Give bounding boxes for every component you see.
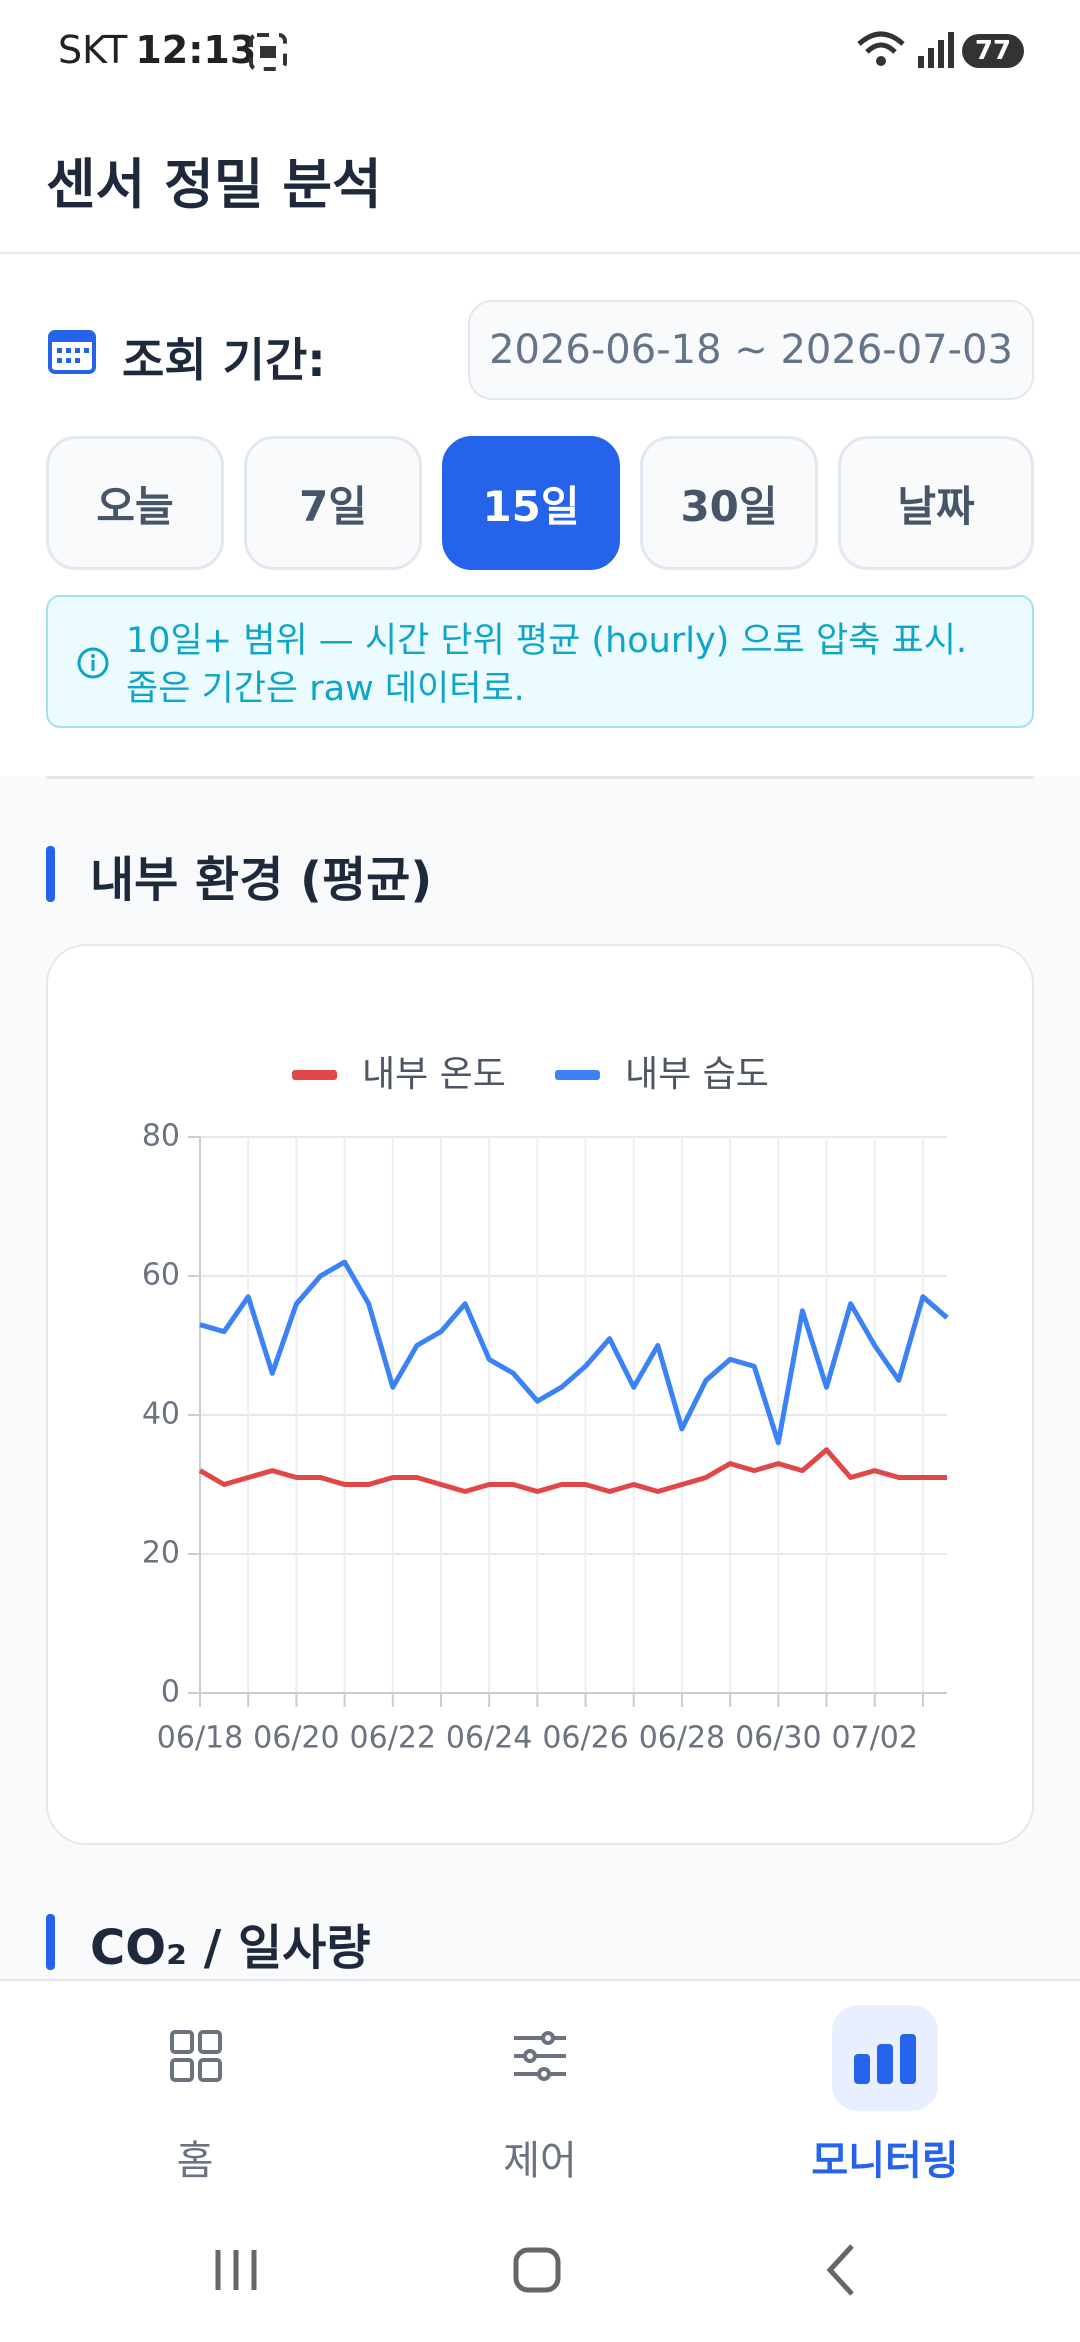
wifi-icon — [857, 31, 905, 66]
y-tick-label: 60 — [142, 1258, 180, 1293]
x-tick-label: 06/20 — [253, 1721, 339, 1756]
y-tick-label: 0 — [161, 1675, 180, 1710]
section-title: 내부 환경 (평균) — [46, 840, 432, 910]
divider — [46, 776, 1034, 779]
x-tick-label: 06/30 — [735, 1721, 821, 1756]
info-text: 10일+ 범위 — 시간 단위 평균 (hourly) 으로 압축 표시. 좁은… — [126, 621, 968, 709]
period-button[interactable]: 날짜 — [838, 436, 1034, 570]
legend-label: 내부 습도 — [625, 1054, 769, 1095]
legend-swatch — [292, 1070, 337, 1080]
period-button[interactable]: 7일 — [244, 436, 422, 570]
y-tick-label: 20 — [142, 1536, 180, 1571]
calendar-icon — [48, 330, 96, 374]
data-line — [198, 1447, 947, 1494]
data-line — [199, 1259, 949, 1446]
x-tick-label: 06/26 — [542, 1721, 628, 1756]
status-bar: SKT 12:13 — [58, 28, 256, 72]
x-tick-label: 06/28 — [639, 1721, 725, 1756]
x-tick-label: 06/24 — [446, 1721, 532, 1756]
chart-card — [46, 944, 1034, 1845]
system-nav — [215, 2244, 854, 2296]
nav-label[interactable]: 제어 — [503, 2138, 577, 2184]
y-tick-label: 80 — [142, 1119, 180, 1154]
x-tick-label: 07/02 — [831, 1721, 917, 1756]
period-button[interactable]: 오늘 — [46, 436, 224, 570]
divider — [0, 252, 1080, 254]
info-icon — [77, 647, 109, 679]
home-icon[interactable] — [170, 2030, 222, 2082]
x-tick-label: 06/18 — [157, 1721, 243, 1756]
info-box: 10일+ 범위 — 시간 단위 평균 (hourly) 으로 압축 표시. 좁은… — [46, 595, 1034, 728]
chart: 0 20 40 60 80 06/18 06/20 06/22 06/24 06/26 06/28 0… — [142, 1054, 949, 1756]
battery: 77 — [962, 34, 1024, 68]
carrier: SKT — [58, 28, 128, 72]
section-title: CO₂ / 일사량 — [46, 1908, 371, 1978]
period-button[interactable]: 15일 — [442, 436, 620, 570]
date-range[interactable]: 2026-06-18 ~ 2026-07-03 — [468, 300, 1034, 400]
monitor-icon[interactable] — [852, 2030, 918, 2086]
x-tick-label: 06/22 — [350, 1721, 436, 1756]
y-tick-label: 40 — [142, 1397, 180, 1432]
legend-label: 내부 온도 — [362, 1054, 506, 1095]
page-title: 센서 정밀 분석 — [46, 153, 382, 216]
signal-icon — [918, 32, 954, 68]
period-button[interactable]: 30일 — [640, 436, 818, 570]
legend-swatch — [555, 1070, 600, 1080]
period-label: 조회 기간: — [122, 333, 326, 387]
screenshot-icon — [249, 33, 287, 71]
nav-label[interactable]: 모니터링 — [811, 2138, 959, 2184]
control-icon[interactable] — [512, 2030, 568, 2082]
nav-label[interactable]: 홈 — [176, 2138, 214, 2184]
clock: 12:13 — [135, 28, 257, 72]
